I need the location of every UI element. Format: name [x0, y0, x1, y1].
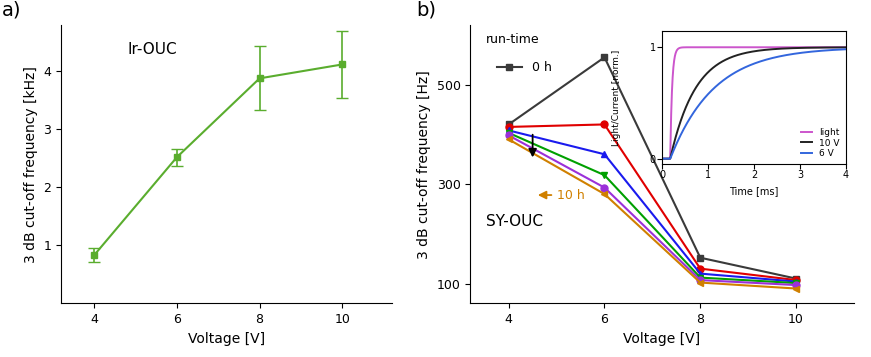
Text: a): a) — [2, 0, 21, 19]
Legend: 0 h: 0 h — [492, 56, 557, 79]
Text: b): b) — [416, 0, 436, 19]
Text: Ir-OUC: Ir-OUC — [127, 42, 177, 57]
Text: SY-OUC: SY-OUC — [486, 214, 543, 229]
Text: run-time: run-time — [486, 33, 539, 46]
X-axis label: Voltage [V]: Voltage [V] — [624, 332, 700, 346]
X-axis label: Voltage [V]: Voltage [V] — [188, 332, 265, 346]
Y-axis label: 3 dB cut-off frequency [Hz]: 3 dB cut-off frequency [Hz] — [417, 70, 431, 258]
Text: 10 h: 10 h — [557, 188, 584, 202]
Y-axis label: 3 dB cut-off frequency [kHz]: 3 dB cut-off frequency [kHz] — [24, 66, 37, 263]
